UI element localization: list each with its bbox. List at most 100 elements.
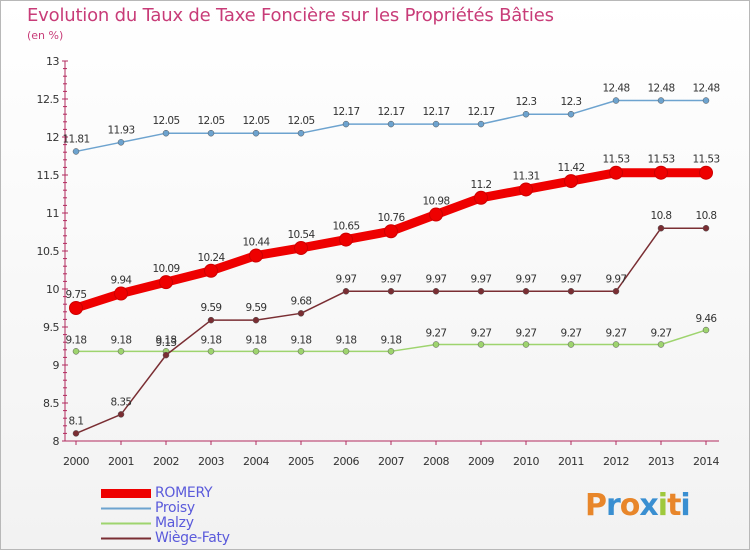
- data-label: 10.24: [197, 252, 225, 264]
- data-label: 11.42: [557, 162, 584, 174]
- data-point: [207, 129, 215, 137]
- data-label: 9.97: [561, 273, 582, 285]
- data-point: [72, 348, 80, 355]
- data-label: 12.05: [242, 115, 269, 127]
- x-tick-label: 2006: [333, 455, 359, 468]
- data-label: 9.27: [426, 327, 447, 339]
- data-label: 9.59: [201, 302, 222, 314]
- data-point: [657, 341, 665, 348]
- legend-item-romery[interactable]: ROMERY: [101, 486, 230, 501]
- data-label: 12.17: [377, 106, 404, 118]
- logo-letter: i: [657, 488, 668, 523]
- data-label: 8.1: [69, 415, 84, 427]
- data-label: 8.35: [111, 396, 132, 408]
- data-label: 9.18: [66, 334, 87, 346]
- data-point: [609, 165, 623, 180]
- data-label: 12.3: [516, 96, 537, 108]
- data-point: [342, 348, 350, 355]
- legend-swatch-romery: [101, 489, 151, 498]
- legend-label-malzy: Malzy: [155, 515, 194, 531]
- data-point: [72, 430, 80, 437]
- data-point: [294, 240, 308, 255]
- legend-item-wiege-faty[interactable]: Wiège-Faty: [101, 531, 230, 546]
- x-tick-label: 2001: [108, 455, 134, 468]
- data-label: 12.17: [332, 106, 359, 118]
- logo-letter: o: [619, 488, 641, 523]
- y-tick-label: 12.5: [37, 93, 60, 106]
- data-point: [342, 288, 350, 295]
- data-label: 10.54: [287, 229, 315, 241]
- data-point: [612, 97, 620, 104]
- legend-label-wiege-faty: Wiège-Faty: [155, 530, 230, 546]
- legend-item-malzy[interactable]: Malzy: [101, 516, 230, 531]
- data-label: 12.48: [647, 83, 674, 95]
- y-tick-label: 8: [53, 435, 60, 448]
- data-label: 9.97: [336, 273, 357, 285]
- data-point: [339, 232, 353, 247]
- data-point: [657, 224, 665, 232]
- logo-letter: x: [639, 488, 658, 523]
- x-tick-label: 2008: [423, 455, 449, 468]
- proxiti-logo: Proxiti: [585, 488, 691, 523]
- x-tick-label: 2010: [513, 455, 539, 468]
- data-label: 9.18: [291, 334, 312, 346]
- data-label: 10.65: [332, 221, 359, 233]
- data-label: 9.97: [381, 273, 402, 285]
- data-label: 9.97: [471, 273, 492, 285]
- data-label: 9.75: [66, 289, 87, 301]
- data-label: 10.76: [377, 212, 405, 224]
- x-tick-label: 2012: [603, 455, 629, 468]
- data-point: [477, 288, 485, 295]
- data-label: 9.94: [111, 275, 133, 287]
- data-label: 9.18: [201, 334, 222, 346]
- data-label: 11.81: [62, 133, 89, 145]
- data-point: [612, 288, 620, 295]
- data-label: 12.3: [561, 96, 582, 108]
- data-label: 12.05: [197, 115, 224, 127]
- data-point: [387, 348, 395, 355]
- data-point: [252, 129, 260, 137]
- data-point: [432, 288, 440, 295]
- data-point: [162, 351, 170, 359]
- data-point: [207, 348, 215, 355]
- series-line-romery: [71, 168, 711, 313]
- data-point: [162, 129, 170, 137]
- legend-label-romery: ROMERY: [155, 485, 213, 501]
- legend-swatch-malzy: [101, 522, 151, 525]
- data-label: 10.8: [651, 210, 672, 222]
- y-tick-label: 10: [46, 283, 59, 296]
- data-point: [654, 165, 668, 180]
- data-point: [297, 348, 305, 355]
- data-label: 11.31: [512, 170, 539, 182]
- data-point: [522, 288, 530, 295]
- x-tick-label: 2005: [288, 455, 314, 468]
- data-point: [612, 341, 620, 348]
- data-label: 10.44: [242, 237, 270, 249]
- legend-label-proisy: Proisy: [155, 500, 195, 516]
- data-label: 12.17: [467, 106, 494, 118]
- data-point: [249, 248, 263, 263]
- y-tick-label: 9.5: [43, 321, 59, 334]
- data-label: 12.48: [602, 83, 629, 95]
- data-point: [114, 286, 128, 301]
- chart-unit: (en %): [27, 29, 64, 42]
- data-label: 9.46: [696, 313, 718, 325]
- data-label: 9.27: [606, 327, 627, 339]
- data-point: [519, 182, 533, 197]
- data-point: [522, 110, 530, 118]
- data-point: [567, 110, 575, 118]
- data-point: [564, 174, 578, 189]
- data-label: 12.17: [422, 106, 449, 118]
- data-point: [117, 411, 125, 418]
- data-label: 9.18: [156, 334, 177, 346]
- x-tick-label: 2013: [648, 455, 674, 468]
- y-tick-label: 9: [53, 359, 60, 372]
- data-label: 11.53: [647, 154, 674, 166]
- data-label: 9.27: [651, 327, 672, 339]
- legend-item-proisy[interactable]: Proisy: [101, 501, 230, 516]
- data-point: [522, 341, 530, 348]
- x-tick-label: 2000: [63, 455, 89, 468]
- legend-swatch-proisy: [101, 507, 151, 510]
